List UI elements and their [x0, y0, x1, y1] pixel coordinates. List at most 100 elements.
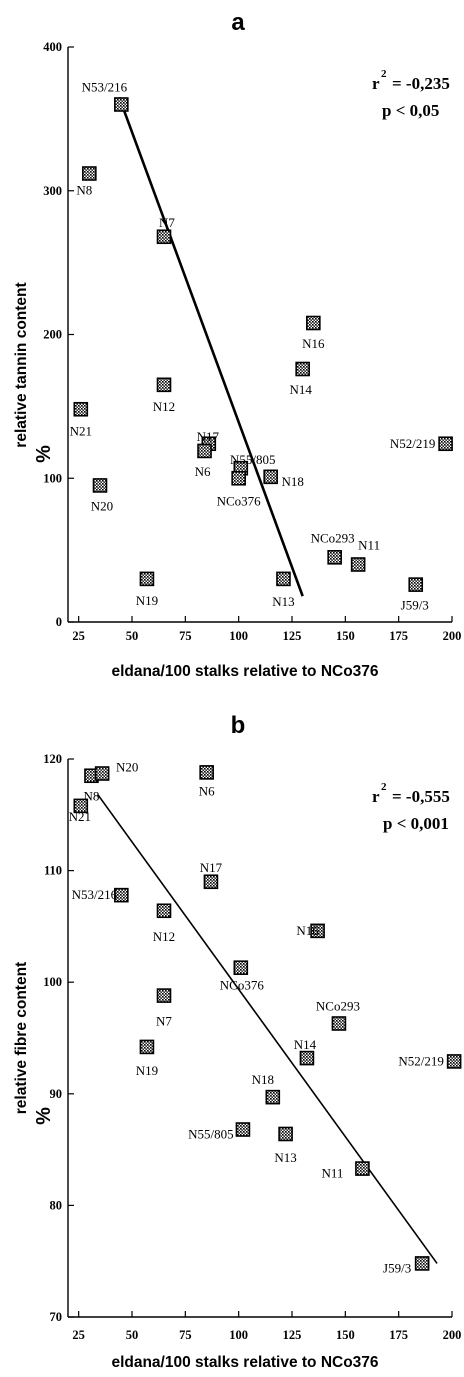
regression-line: [97, 794, 438, 1264]
y-tick-label: 300: [43, 184, 62, 198]
data-point-label: NCo293: [316, 998, 360, 1013]
data-point-marker: [92, 478, 108, 493]
x-tick-label: 100: [229, 1328, 248, 1342]
panel-b-label: b: [231, 712, 246, 739]
data-point-label: N18: [252, 1072, 274, 1087]
data-point-label: NCo376: [220, 978, 265, 993]
y-tick-label: 90: [50, 1087, 63, 1101]
y-tick-label: 200: [43, 328, 62, 342]
data-point-marker: [331, 1016, 347, 1031]
data-point-label: N16: [302, 336, 325, 351]
data-point-label: N55/805: [230, 452, 276, 467]
data-point-label: N53/216: [82, 80, 128, 95]
data-point-label: N13: [274, 1150, 296, 1165]
data-point-marker: [139, 571, 155, 587]
chart-panel-a: a relative tannin content % eldana/100 s…: [13, 9, 461, 680]
x-tick-label: 150: [336, 1328, 355, 1342]
data-point-marker: [156, 229, 172, 245]
y-tick-label: 400: [43, 40, 62, 54]
x-tick-label: 200: [443, 1328, 462, 1342]
panel-b-xlabel: eldana/100 stalks relative to NCo376: [111, 1354, 378, 1371]
data-point-label: NCo293: [311, 530, 355, 545]
x-tick-label: 100: [229, 629, 248, 643]
data-point-marker: [327, 550, 342, 565]
panel-b-r2-superscript: 2: [381, 781, 387, 793]
data-point-label: N19: [136, 1063, 158, 1078]
data-point-label: N7: [159, 215, 175, 230]
data-point-marker: [310, 923, 325, 939]
data-point-label: N11: [358, 538, 380, 553]
data-point-label: N17: [197, 429, 220, 444]
data-point-label: N19: [136, 593, 158, 608]
panel-a-stats: r 2 = -0,235 p < 0,05: [372, 68, 450, 120]
data-point-label: N12: [153, 399, 175, 414]
data-point-marker: [265, 1089, 281, 1105]
x-tick-label: 125: [283, 1328, 302, 1342]
x-tick-label: 50: [126, 629, 139, 643]
data-point-marker: [82, 166, 97, 181]
chart-panel-b: b relative fibre content % eldana/100 st…: [13, 712, 462, 1371]
data-point-label: N8: [76, 183, 92, 198]
data-point-marker: [203, 874, 219, 890]
panel-a-p-value: p < 0,05: [382, 101, 439, 120]
data-point-label: N12: [153, 929, 175, 944]
data-point-label: N20: [91, 498, 113, 513]
panel-a-ylabel-group: relative tannin content: [13, 282, 30, 447]
x-tick-label: 75: [179, 629, 192, 643]
data-point-label: J59/3: [383, 1260, 411, 1275]
data-point-label: N13: [272, 594, 294, 609]
data-point-marker: [278, 1126, 293, 1142]
panel-a-yunit-group: %: [33, 445, 55, 463]
x-tick-label: 175: [389, 1328, 408, 1342]
data-point-label: J59/3: [401, 598, 429, 613]
panel-b-yunit: %: [33, 1107, 55, 1125]
data-point-marker: [414, 1256, 430, 1271]
data-point-marker: [156, 903, 172, 919]
y-tick-label: 100: [43, 975, 62, 989]
panel-a-plot-area: 0 100 200 300 400 25 50 75 100 125 150 175 200 N53/21…: [43, 40, 461, 643]
data-point-marker: [233, 960, 249, 975]
y-tick-label: 100: [43, 471, 62, 485]
panel-b-stats: r 2 = -0,555 p < 0,001: [372, 781, 450, 833]
data-point-marker: [199, 765, 214, 780]
data-point-marker: [114, 887, 129, 903]
data-point-marker: [299, 1050, 315, 1066]
x-tick-label: 200: [443, 629, 462, 643]
data-point-label: N6: [199, 783, 215, 798]
data-point-marker: [408, 577, 424, 592]
panel-b-yunit-group: %: [33, 1107, 55, 1125]
x-tick-label: 175: [389, 629, 408, 643]
panel-a-ylabel: relative tannin content: [13, 282, 30, 447]
panel-b-ylabel: relative fibre content: [13, 962, 30, 1114]
data-point-marker: [156, 377, 172, 393]
y-tick-label: 120: [43, 752, 62, 766]
y-tick-label: 80: [50, 1198, 63, 1212]
data-point-marker: [231, 470, 246, 486]
x-tick-label: 25: [72, 1328, 85, 1342]
data-point-label: N6: [195, 464, 211, 479]
regression-line: [117, 96, 304, 597]
y-tick-label: 0: [56, 615, 62, 629]
data-point-marker: [306, 315, 321, 331]
x-tick-label: 50: [126, 1328, 139, 1342]
data-point-label: N14: [294, 1037, 317, 1052]
data-point-marker: [235, 1122, 251, 1137]
data-point-marker: [355, 1161, 370, 1176]
x-tick-label: 25: [72, 629, 85, 643]
data-point-label: NCo376: [217, 493, 262, 508]
data-point-marker: [73, 401, 89, 417]
data-point-label: N16: [296, 923, 319, 938]
data-point-marker: [276, 571, 291, 587]
panel-a-r2-symbol: r: [372, 74, 380, 93]
data-point-label: N14: [289, 382, 312, 397]
data-point-label: N17: [200, 860, 223, 875]
data-point-marker: [350, 557, 366, 572]
x-tick-label: 75: [179, 1328, 192, 1342]
data-point-label: N18: [281, 474, 303, 489]
panel-b-p-value: p < 0,001: [383, 814, 449, 833]
data-point-label: N7: [156, 1014, 172, 1029]
data-point-label: N21: [70, 423, 92, 438]
data-point-label: N53/216: [72, 887, 118, 902]
data-point-marker: [114, 97, 129, 112]
